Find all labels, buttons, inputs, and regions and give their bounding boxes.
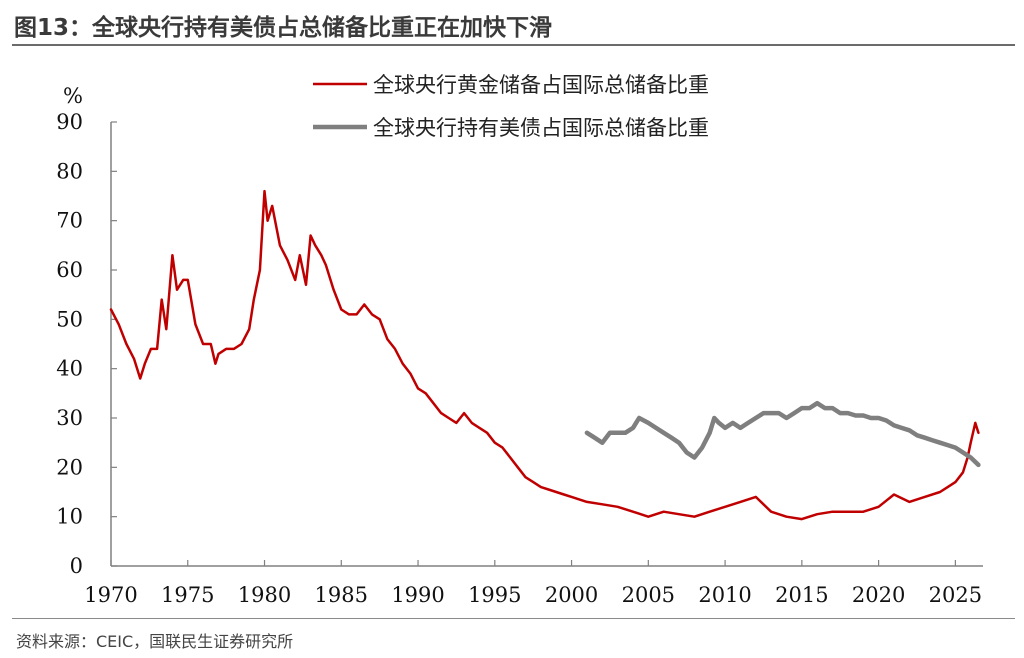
series-line-2 xyxy=(584,400,981,468)
y-tick-label: 30 xyxy=(56,406,83,430)
series-line-1 xyxy=(109,189,980,521)
legend-label-1: 全球央行黄金储备占国际总储备比重 xyxy=(373,73,709,97)
y-tick-label: 50 xyxy=(56,307,83,331)
y-tick-label: 0 xyxy=(70,554,83,578)
x-tick-label: 2025 xyxy=(929,583,982,607)
x-tick-label: 1995 xyxy=(468,583,521,607)
y-tick-label: 10 xyxy=(56,505,83,529)
x-tick-label: 1990 xyxy=(391,583,444,607)
x-tick-label: 1985 xyxy=(315,583,368,607)
x-tick-label: 2015 xyxy=(775,583,828,607)
chart-series xyxy=(109,189,981,521)
y-tick-label: 60 xyxy=(56,258,83,282)
chart-axes xyxy=(110,122,983,567)
source-note: 资料来源：CEIC，国联民生证券研究所 xyxy=(16,632,294,651)
y-tick-label: 90 xyxy=(56,110,83,134)
x-tick-label: 1975 xyxy=(161,583,214,607)
chart-title: 图13：全球央行持有美债占总储备比重正在加快下滑 xyxy=(14,15,553,41)
y-tick-label: 70 xyxy=(56,209,83,233)
y-tick-label: 80 xyxy=(56,159,83,183)
x-tick-label: 1970 xyxy=(84,583,137,607)
y-axis-unit: % xyxy=(63,84,83,108)
x-tick-label: 2000 xyxy=(545,583,598,607)
x-tick-label: 2020 xyxy=(852,583,905,607)
chart-ticks: 0 10 20 30 40 50 60 70 80 90% 1970 1975 1980 1985 1990… xyxy=(56,84,982,607)
x-tick-label: 2005 xyxy=(622,583,675,607)
x-tick-label: 1980 xyxy=(238,583,291,607)
legend-label-2: 全球央行持有美债占国际总储备比重 xyxy=(373,116,709,140)
y-tick-label: 40 xyxy=(56,357,83,381)
footer-divider xyxy=(12,618,1015,619)
y-tick-label: 20 xyxy=(56,455,83,479)
title-divider xyxy=(12,44,1015,46)
x-tick-label: 2010 xyxy=(698,583,751,607)
